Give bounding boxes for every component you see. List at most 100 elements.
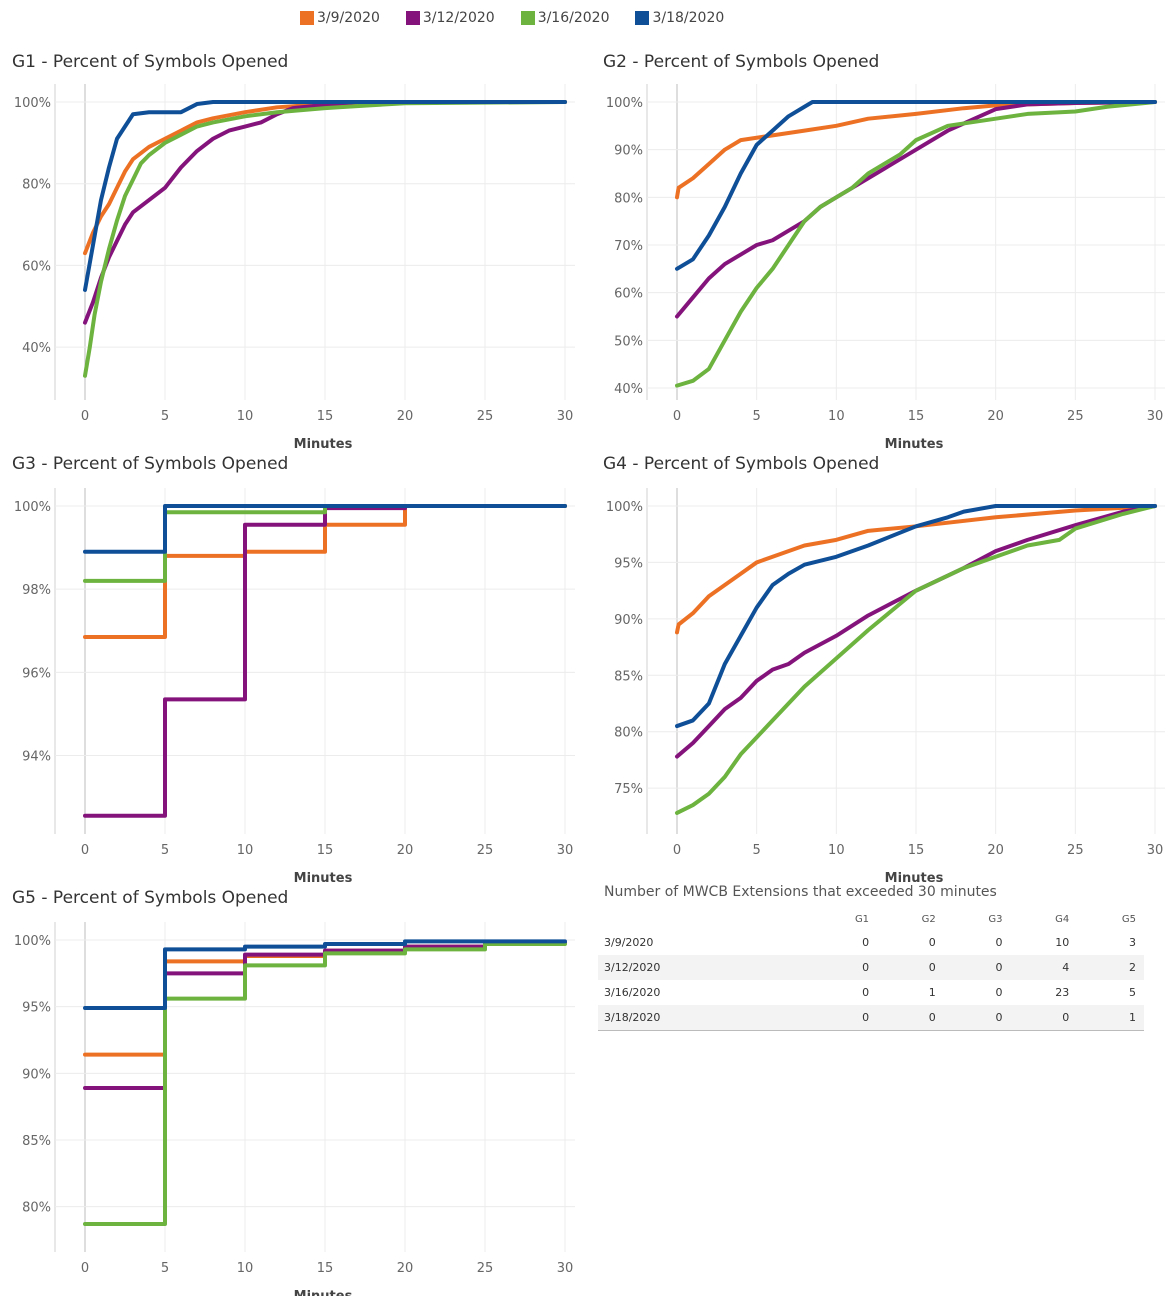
legend: 3/9/2020 3/12/2020 3/16/2020 3/18/2020 xyxy=(300,6,750,30)
legend-item[interactable]: 3/12/2020 xyxy=(405,10,495,26)
x-tick-label: 0 xyxy=(81,1261,89,1276)
x-tick-label: 15 xyxy=(908,843,925,858)
x-tick-label: 30 xyxy=(1147,409,1164,424)
x-tick-label: 20 xyxy=(397,1261,414,1276)
y-tick-label: 40% xyxy=(22,341,51,356)
legend-swatch xyxy=(405,11,420,25)
x-axis-label: Minutes xyxy=(885,437,944,452)
table-cell: 5 xyxy=(1129,986,1136,999)
chart-title: G1 - Percent of Symbols Opened xyxy=(12,52,289,72)
series-line[interactable] xyxy=(675,504,1157,729)
x-tick-label: 10 xyxy=(237,409,254,424)
table-cell: 23 xyxy=(1055,986,1070,999)
y-tick-label: 80% xyxy=(614,726,643,741)
x-tick-label: 5 xyxy=(161,409,169,424)
x-axis-label: Minutes xyxy=(885,871,944,886)
table-column-header: G4 xyxy=(1055,913,1070,925)
x-tick-label: 5 xyxy=(161,843,169,858)
table-cell: 0 xyxy=(877,1005,944,1031)
x-tick-label: 10 xyxy=(828,409,845,424)
y-tick-label: 100% xyxy=(14,96,51,111)
chart-g3: G3 - Percent of Symbols Opened 0 5 10 15 20 2… xyxy=(0,452,590,886)
table-cell: 0 xyxy=(810,1005,878,1031)
legend-swatch xyxy=(300,11,314,25)
y-tick-label: 85% xyxy=(22,1134,51,1149)
x-axis-label: Minutes xyxy=(294,437,353,452)
y-tick-label: 80% xyxy=(22,1201,51,1216)
series-line[interactable] xyxy=(83,100,567,292)
legend-swatch xyxy=(635,11,650,25)
table-cell: 0 xyxy=(943,955,1011,980)
table-cell: 0 xyxy=(862,936,870,949)
table-title: Number of MWCB Extensions that exceeded … xyxy=(604,884,997,900)
table-cell: 3 xyxy=(1129,936,1136,949)
x-tick-label: 0 xyxy=(673,409,681,424)
table-cell: 1 xyxy=(1077,1005,1144,1031)
series-line[interactable] xyxy=(675,504,1157,815)
series-line[interactable] xyxy=(675,100,1157,388)
x-tick-label: 20 xyxy=(987,843,1004,858)
x-tick-label: 30 xyxy=(1147,843,1164,858)
x-tick-label: 30 xyxy=(557,843,574,858)
table-cell: 2 xyxy=(1077,955,1144,980)
series-line[interactable] xyxy=(675,100,1157,200)
x-tick-label: 20 xyxy=(397,843,414,858)
series-line[interactable] xyxy=(675,504,1157,759)
x-tick-label: 10 xyxy=(237,1261,254,1276)
table-cell: 0 xyxy=(862,986,870,999)
x-tick-label: 10 xyxy=(828,843,845,858)
y-tick-label: 50% xyxy=(614,334,643,349)
legend-item[interactable]: 3/18/2020 xyxy=(635,10,724,26)
x-tick-label: 5 xyxy=(753,409,761,424)
mwcb-extensions-table: Number of MWCB Extensions that exceeded … xyxy=(598,884,1144,1031)
y-tick-label: 70% xyxy=(614,239,643,254)
legend-swatch xyxy=(520,11,535,25)
table-cell: 0 xyxy=(877,955,944,980)
table-cell: 0 xyxy=(995,986,1003,999)
table-cell: 0 xyxy=(1010,1005,1078,1031)
x-tick-label: 0 xyxy=(673,843,681,858)
series-line[interactable] xyxy=(83,504,567,554)
table-cell: 0 xyxy=(995,936,1003,949)
x-tick-label: 5 xyxy=(161,1261,169,1276)
series-line[interactable] xyxy=(675,100,1157,271)
y-tick-label: 60% xyxy=(614,287,643,302)
y-tick-label: 90% xyxy=(614,613,643,628)
row-date: 3/9/2020 xyxy=(604,936,654,949)
series-line[interactable] xyxy=(83,100,567,378)
y-tick-label: 94% xyxy=(22,749,51,764)
x-tick-label: 0 xyxy=(81,843,89,858)
row-date: 3/16/2020 xyxy=(604,986,661,999)
series-line[interactable] xyxy=(83,942,567,1226)
chart-g2: G2 - Percent of Symbols Opened 0 5 10 15 20 2… xyxy=(591,50,1175,452)
y-tick-label: 90% xyxy=(614,144,643,159)
x-tick-label: 0 xyxy=(81,409,89,424)
series-line[interactable] xyxy=(83,504,567,639)
x-tick-label: 10 xyxy=(237,843,254,858)
x-axis-label: Minutes xyxy=(294,871,353,886)
legend-item[interactable]: 3/16/2020 xyxy=(520,10,609,26)
table-column-header xyxy=(598,910,810,930)
chart-g5: G5 - Percent of Symbols Opened 0 5 10 15 20 2… xyxy=(0,886,590,1296)
table-row: 3/9/2020 0 0 0 10 3 xyxy=(598,930,1144,955)
x-tick-label: 15 xyxy=(908,409,925,424)
x-tick-label: 15 xyxy=(317,409,334,424)
data-table: G1 G2 G3 G4 G5 3/9/2020 0 0 0 10 3 3/12/2020 0 0 0 4 2 3… xyxy=(598,910,1144,1031)
table-row: 3/18/2020 0 0 0 0 1 xyxy=(598,1005,1144,1031)
series-line[interactable] xyxy=(675,504,1157,635)
table-column-header: G5 xyxy=(1121,913,1136,925)
y-tick-label: 85% xyxy=(614,669,643,684)
chart-title: G2 - Percent of Symbols Opened xyxy=(603,52,880,72)
legend-item[interactable]: 3/9/2020 xyxy=(300,10,380,26)
table-cell: 10 xyxy=(1055,936,1070,949)
chart-plot: 0 5 10 15 20 25 30 75% 80% 85% 90% 95% 100% Minutes xyxy=(606,488,1165,886)
x-tick-label: 30 xyxy=(557,409,574,424)
y-tick-label: 40% xyxy=(614,382,643,397)
table-cell: 4 xyxy=(1010,955,1078,980)
series-line[interactable] xyxy=(83,939,567,1010)
y-tick-label: 100% xyxy=(14,500,51,515)
x-tick-label: 15 xyxy=(317,843,334,858)
x-tick-label: 25 xyxy=(477,409,494,424)
chart-g4: G4 - Percent of Symbols Opened 0 5 10 15 20 2… xyxy=(591,452,1175,886)
legend-label: 3/18/2020 xyxy=(652,10,725,26)
